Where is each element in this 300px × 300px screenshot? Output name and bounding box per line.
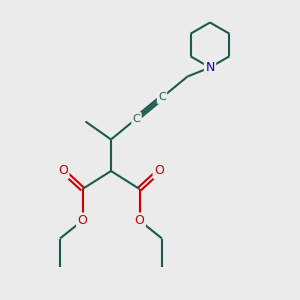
Text: O: O [135,214,144,227]
Text: O: O [154,164,164,178]
Text: C: C [158,92,166,103]
Text: O: O [78,214,87,227]
Text: C: C [133,113,140,124]
Text: N: N [205,61,215,74]
Text: O: O [58,164,68,178]
